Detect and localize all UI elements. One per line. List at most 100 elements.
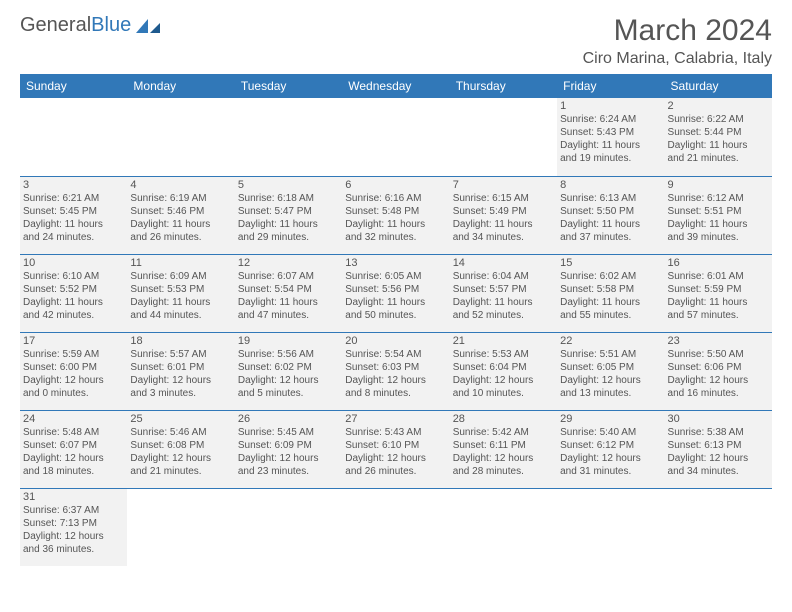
day-info-line: Sunset: 5:58 PM <box>560 283 661 296</box>
day-of-week-header: Friday <box>557 74 664 98</box>
calendar-cell: 6Sunrise: 6:16 AMSunset: 5:48 PMDaylight… <box>342 176 449 254</box>
calendar-head: SundayMondayTuesdayWednesdayThursdayFrid… <box>20 74 772 98</box>
calendar-cell: 22Sunrise: 5:51 AMSunset: 6:05 PMDayligh… <box>557 332 664 410</box>
day-info-line: Daylight: 11 hours <box>130 218 231 231</box>
day-info-line: Daylight: 12 hours <box>453 452 554 465</box>
day-info-line: Daylight: 11 hours <box>345 218 446 231</box>
calendar-cell: 9Sunrise: 6:12 AMSunset: 5:51 PMDaylight… <box>665 176 772 254</box>
calendar-cell: 16Sunrise: 6:01 AMSunset: 5:59 PMDayligh… <box>665 254 772 332</box>
day-info-line: Sunrise: 5:59 AM <box>23 348 124 361</box>
day-info-line: and 10 minutes. <box>453 387 554 400</box>
day-info: Sunrise: 5:54 AMSunset: 6:03 PMDaylight:… <box>345 348 446 400</box>
day-info-line: Daylight: 11 hours <box>23 296 124 309</box>
day-info-line: and 39 minutes. <box>668 231 769 244</box>
day-info-line: Sunset: 5:54 PM <box>238 283 339 296</box>
day-info-line: Daylight: 12 hours <box>560 374 661 387</box>
day-info-line: Sunrise: 6:07 AM <box>238 270 339 283</box>
day-info-line: and 34 minutes. <box>453 231 554 244</box>
calendar-cell <box>127 98 234 176</box>
day-number: 4 <box>130 179 231 191</box>
day-info-line: Daylight: 12 hours <box>23 530 124 543</box>
calendar-cell: 7Sunrise: 6:15 AMSunset: 5:49 PMDaylight… <box>450 176 557 254</box>
day-info-line: and 42 minutes. <box>23 309 124 322</box>
calendar-cell: 23Sunrise: 5:50 AMSunset: 6:06 PMDayligh… <box>665 332 772 410</box>
day-number: 27 <box>345 413 446 425</box>
day-number: 8 <box>560 179 661 191</box>
day-number: 24 <box>23 413 124 425</box>
day-info-line: Sunrise: 6:18 AM <box>238 192 339 205</box>
day-number: 2 <box>668 100 769 112</box>
day-info-line: Sunrise: 6:37 AM <box>23 504 124 517</box>
day-info: Sunrise: 6:04 AMSunset: 5:57 PMDaylight:… <box>453 270 554 322</box>
day-info-line: Sunset: 5:46 PM <box>130 205 231 218</box>
day-info: Sunrise: 6:19 AMSunset: 5:46 PMDaylight:… <box>130 192 231 244</box>
day-info-line: Sunrise: 5:48 AM <box>23 426 124 439</box>
day-info-line: Sunset: 5:44 PM <box>668 126 769 139</box>
day-info-line: Sunset: 5:52 PM <box>23 283 124 296</box>
calendar-cell: 30Sunrise: 5:38 AMSunset: 6:13 PMDayligh… <box>665 410 772 488</box>
logo: GeneralBlue <box>20 14 162 37</box>
day-info-line: Sunset: 6:02 PM <box>238 361 339 374</box>
calendar-week-row: 3Sunrise: 6:21 AMSunset: 5:45 PMDaylight… <box>20 176 772 254</box>
day-info-line: Sunset: 5:51 PM <box>668 205 769 218</box>
day-info-line: Sunset: 6:09 PM <box>238 439 339 452</box>
calendar-week-row: 1Sunrise: 6:24 AMSunset: 5:43 PMDaylight… <box>20 98 772 176</box>
calendar-cell: 3Sunrise: 6:21 AMSunset: 5:45 PMDaylight… <box>20 176 127 254</box>
calendar-cell: 14Sunrise: 6:04 AMSunset: 5:57 PMDayligh… <box>450 254 557 332</box>
day-info-line: Sunrise: 6:22 AM <box>668 113 769 126</box>
calendar-cell: 20Sunrise: 5:54 AMSunset: 6:03 PMDayligh… <box>342 332 449 410</box>
day-info-line: Sunrise: 6:09 AM <box>130 270 231 283</box>
day-of-week-header: Wednesday <box>342 74 449 98</box>
day-info-line: and 0 minutes. <box>23 387 124 400</box>
calendar-cell: 1Sunrise: 6:24 AMSunset: 5:43 PMDaylight… <box>557 98 664 176</box>
day-of-week-header: Saturday <box>665 74 772 98</box>
day-info: Sunrise: 6:15 AMSunset: 5:49 PMDaylight:… <box>453 192 554 244</box>
day-info: Sunrise: 5:50 AMSunset: 6:06 PMDaylight:… <box>668 348 769 400</box>
day-info-line: Sunset: 5:59 PM <box>668 283 769 296</box>
day-info: Sunrise: 6:37 AMSunset: 7:13 PMDaylight:… <box>23 504 124 556</box>
day-info-line: Sunrise: 5:51 AM <box>560 348 661 361</box>
day-info-line: Sunrise: 6:05 AM <box>345 270 446 283</box>
day-info-line: Daylight: 12 hours <box>668 374 769 387</box>
day-info-line: Sunset: 6:03 PM <box>345 361 446 374</box>
day-info-line: Daylight: 11 hours <box>453 296 554 309</box>
day-info: Sunrise: 6:16 AMSunset: 5:48 PMDaylight:… <box>345 192 446 244</box>
day-info-line: Daylight: 11 hours <box>23 218 124 231</box>
calendar-cell: 4Sunrise: 6:19 AMSunset: 5:46 PMDaylight… <box>127 176 234 254</box>
day-info: Sunrise: 6:22 AMSunset: 5:44 PMDaylight:… <box>668 113 769 165</box>
day-info: Sunrise: 5:48 AMSunset: 6:07 PMDaylight:… <box>23 426 124 478</box>
day-info-line: and 26 minutes. <box>345 465 446 478</box>
day-number: 1 <box>560 100 661 112</box>
day-info: Sunrise: 5:57 AMSunset: 6:01 PMDaylight:… <box>130 348 231 400</box>
calendar-cell: 17Sunrise: 5:59 AMSunset: 6:00 PMDayligh… <box>20 332 127 410</box>
calendar-cell: 13Sunrise: 6:05 AMSunset: 5:56 PMDayligh… <box>342 254 449 332</box>
day-of-week-header: Tuesday <box>235 74 342 98</box>
day-info-line: and 29 minutes. <box>238 231 339 244</box>
day-number: 17 <box>23 335 124 347</box>
day-info-line: Daylight: 11 hours <box>130 296 231 309</box>
calendar-week-row: 24Sunrise: 5:48 AMSunset: 6:07 PMDayligh… <box>20 410 772 488</box>
day-info-line: Daylight: 12 hours <box>23 452 124 465</box>
day-info: Sunrise: 5:53 AMSunset: 6:04 PMDaylight:… <box>453 348 554 400</box>
day-info-line: and 55 minutes. <box>560 309 661 322</box>
day-number: 6 <box>345 179 446 191</box>
day-of-week-header: Monday <box>127 74 234 98</box>
day-info-line: Daylight: 11 hours <box>345 296 446 309</box>
day-info-line: Sunset: 6:11 PM <box>453 439 554 452</box>
day-of-week-header: Sunday <box>20 74 127 98</box>
calendar-cell: 26Sunrise: 5:45 AMSunset: 6:09 PMDayligh… <box>235 410 342 488</box>
day-info-line: Sunset: 5:47 PM <box>238 205 339 218</box>
day-info-line: Sunset: 6:01 PM <box>130 361 231 374</box>
day-info-line: Sunrise: 5:50 AM <box>668 348 769 361</box>
day-number: 31 <box>23 491 124 503</box>
calendar-cell <box>235 488 342 566</box>
day-info-line: Daylight: 11 hours <box>238 296 339 309</box>
day-info-line: and 18 minutes. <box>23 465 124 478</box>
calendar-cell: 12Sunrise: 6:07 AMSunset: 5:54 PMDayligh… <box>235 254 342 332</box>
day-of-week-header: Thursday <box>450 74 557 98</box>
calendar-cell: 19Sunrise: 5:56 AMSunset: 6:02 PMDayligh… <box>235 332 342 410</box>
day-info-line: Sunrise: 5:43 AM <box>345 426 446 439</box>
day-info-line: Sunrise: 6:16 AM <box>345 192 446 205</box>
calendar-cell <box>342 98 449 176</box>
day-info-line: Sunset: 6:12 PM <box>560 439 661 452</box>
